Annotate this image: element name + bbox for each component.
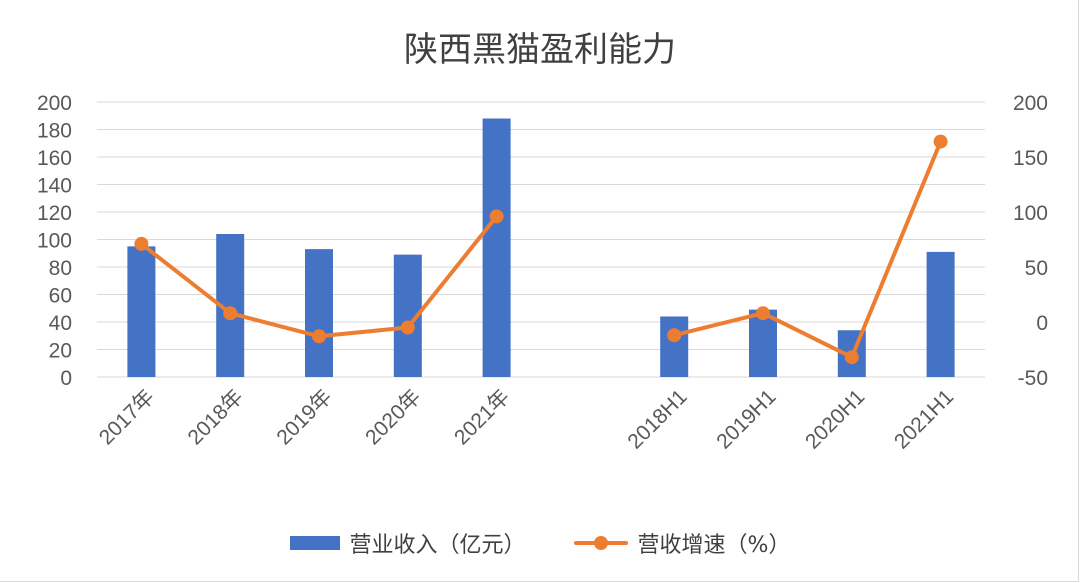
x-tick-label: 2021年 [450,385,514,449]
revenue-bar [926,251,955,377]
legend-line-swatch [573,532,628,554]
y-left-tick-label: 20 [49,340,72,363]
growth-point [756,306,770,321]
growth-point [400,320,415,335]
growth-point [223,306,238,321]
y-right-tick-label: -50 [1018,367,1048,390]
y-left-tick-label: 100 [37,230,72,253]
revenue-bar [482,118,511,377]
chart-legend: 营业收入（亿元） 营收增速（%） [0,528,1080,558]
growth-point [933,134,948,149]
growth-line [673,140,943,360]
revenue-bar [305,249,333,377]
x-tick-label: 2017年 [95,385,159,449]
y-right-tick-label: 200 [1013,92,1048,115]
y-left-tick-label: 80 [49,257,72,280]
y-right-tick-label: 100 [1013,202,1048,225]
y-left-tick-label: 180 [37,120,72,143]
growth-point [134,236,149,251]
y-left-tick-label: 200 [37,92,72,115]
growth-point [844,350,859,365]
x-tick-label: 2021H1 [890,385,958,453]
y-left-tick-label: 0 [60,367,72,390]
x-tick-label: 2018年 [184,385,248,449]
x-tick-label: 2020年 [361,385,425,449]
growth-point [489,209,504,224]
revenue-bar [660,316,689,377]
y-left-tick-label: 40 [49,312,72,335]
legend-label-revenue: 营业收入（亿元） [349,533,526,558]
y-left-tick-label: 60 [49,285,72,308]
legend-label-growth: 营收增速（%） [637,533,791,558]
growth-point [312,329,326,344]
legend-item-revenue: 营业收入（亿元） [289,527,526,559]
revenue-bar [749,309,777,377]
x-tick-label: 2019年 [272,385,336,449]
legend-item-growth: 营收增速（%） [573,527,791,559]
y-left-tick-label: 160 [37,147,72,170]
y-left-tick-label: 120 [37,202,72,225]
chart-title: 陕西黑猫盈利能力 [404,30,676,70]
revenue-bar [127,246,156,377]
legend-bar-swatch [289,536,340,550]
y-right-tick-label: 50 [1025,257,1048,280]
y-right-tick-label: 0 [1036,312,1048,335]
x-tick-label: 2019H1 [712,385,780,453]
y-left-tick-label: 140 [37,175,72,198]
growth-point [667,328,682,343]
x-tick-label: 2020H1 [801,385,869,453]
y-right-tick-label: 150 [1013,147,1048,170]
x-tick-label: 2018H1 [623,385,691,453]
